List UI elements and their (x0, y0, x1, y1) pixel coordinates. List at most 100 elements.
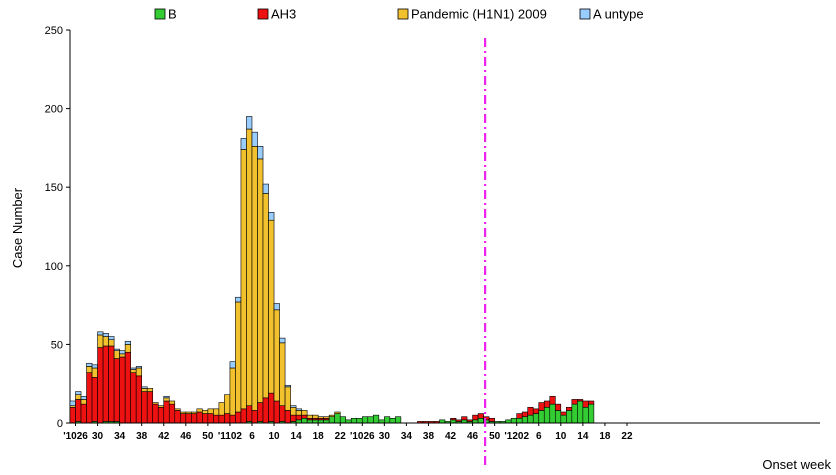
bar-segment (262, 397, 269, 424)
bar-segment (312, 414, 319, 419)
bar-segment (135, 367, 142, 377)
y-tick-label: 100 (45, 261, 63, 273)
bar-segment (135, 366, 142, 369)
bar-segment (141, 386, 148, 389)
bar-segment (119, 350, 126, 355)
bar-segment (174, 410, 181, 424)
x-tick-label: 30 (92, 431, 104, 442)
x-tick-label: 14 (291, 431, 303, 442)
bar-segment (273, 303, 280, 311)
bar-segment (218, 414, 225, 424)
bar-segment (102, 336, 109, 347)
bar-segment (356, 417, 363, 424)
bar-segment (532, 413, 540, 424)
bar-segment (124, 340, 131, 345)
bar-segment (521, 411, 529, 418)
bar-segment (69, 400, 76, 407)
bar-segment (86, 362, 93, 367)
bar-segment (549, 395, 556, 405)
bars (69, 116, 595, 424)
bar-segment (235, 296, 242, 303)
bar-segment (196, 411, 203, 424)
bar-segment (295, 408, 302, 411)
bar-segment (224, 413, 231, 424)
bar-segment (577, 400, 584, 424)
bar-segment (202, 413, 209, 424)
bar-segment (75, 394, 82, 400)
bar-segment (108, 336, 115, 340)
x-tick-label: '1026 (63, 431, 88, 442)
bar-segment (582, 406, 589, 424)
bar-segment (373, 414, 380, 424)
legend-swatch (257, 8, 269, 20)
legend-label: Pandemic (H1N1) 2009 (411, 7, 547, 22)
bar-segment (240, 408, 247, 424)
x-tick-label: 50 (489, 431, 501, 442)
bar-segment (339, 416, 347, 424)
bar-segment (229, 414, 236, 424)
bar-segment (141, 388, 148, 392)
y-tick-label: 50 (51, 339, 63, 351)
x-axis: '1026 30 34 38 42 46 50'1102 6 10 14 18 22'1026 30 34… (63, 422, 820, 442)
bar-segment (257, 158, 264, 403)
bar-segment (80, 399, 87, 405)
x-tick-label: 38 (423, 431, 435, 442)
bar-segment (196, 408, 203, 413)
x-tick-label: 50 (202, 431, 214, 442)
x-tick-label: 34 (114, 431, 126, 442)
bar-segment (317, 416, 324, 419)
bar-segment (588, 400, 595, 405)
bar-segment (152, 403, 159, 424)
bar-segment (543, 406, 551, 424)
x-tick-label: 30 (379, 431, 391, 442)
x-tick-label: '1202 (504, 431, 529, 442)
bar-segment (367, 416, 374, 424)
bar-segment (262, 193, 269, 399)
bar-segment (124, 344, 131, 353)
x-tick-label: 6 (536, 431, 542, 442)
x-tick-label: 42 (158, 431, 170, 442)
y-tick-label: 250 (45, 25, 63, 37)
bar-segment (538, 402, 545, 411)
bar-segment (91, 377, 98, 422)
bar-segment (571, 399, 578, 405)
bar-segment (361, 416, 369, 424)
bar-segment (207, 413, 214, 424)
legend-label: AH3 (271, 7, 296, 22)
bar-segment (246, 128, 253, 407)
bar-segment (240, 138, 247, 150)
y-axis: 0 50 100 150 200 250 (45, 25, 71, 430)
bar-segment (273, 309, 280, 402)
legend-swatch (397, 8, 409, 20)
bar-segment (477, 417, 484, 424)
bar-segment (290, 406, 297, 416)
x-tick-label: 14 (577, 431, 589, 442)
bar-segment (461, 416, 468, 421)
bar-segment (213, 414, 220, 424)
legend: B AH3 Pandemic (H1N1) 2009 A untype (154, 7, 644, 22)
bar-segment (251, 146, 258, 411)
bar-segment (306, 414, 313, 419)
x-tick-label: '1102 (218, 431, 243, 442)
bar-segment (295, 410, 302, 416)
bar-segment (466, 419, 473, 422)
bar-segment (75, 399, 82, 422)
bar-segment (185, 411, 192, 414)
bar-segment (334, 411, 341, 414)
bar-segment (157, 405, 165, 408)
bar-segment (191, 413, 198, 424)
bar-segment (334, 413, 341, 424)
bar-segment (174, 408, 181, 411)
bar-segment (130, 372, 137, 424)
bar-segment (69, 406, 76, 424)
bar-segment (488, 417, 495, 422)
bar-segment (389, 417, 396, 424)
x-tick-label: 38 (136, 431, 148, 442)
bar-segment (224, 394, 231, 414)
legend-label: A untype (593, 7, 644, 22)
bar-segment (527, 414, 534, 424)
bar-segment (582, 400, 589, 408)
legend-label: B (168, 7, 177, 22)
bar-segment (279, 337, 286, 344)
bar-segment (588, 403, 595, 424)
